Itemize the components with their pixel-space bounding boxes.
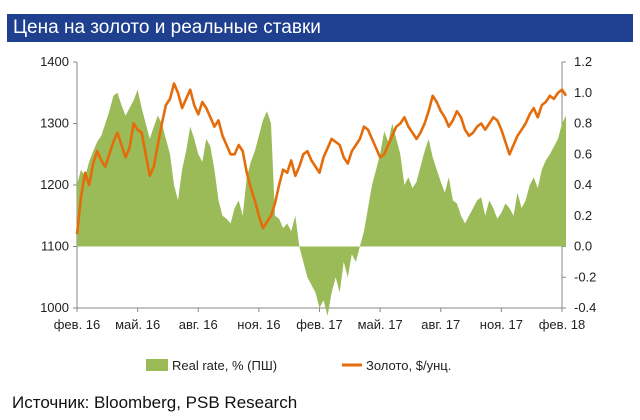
- y-right-tick-label: 0.0: [574, 239, 592, 254]
- y-left-tick-label: 1100: [41, 239, 69, 254]
- legend: Real rate, % (ПШ) Золото, $/унц.: [146, 358, 451, 373]
- legend-swatch-real-rate: [146, 359, 168, 371]
- x-tick-label: ноя. 17: [480, 317, 523, 332]
- x-tick-label: май. 17: [358, 317, 403, 332]
- x-tick-label: май. 16: [115, 317, 160, 332]
- source-note: Источник: Bloomberg, PSB Research: [12, 393, 298, 412]
- gold-line-layer: [75, 82, 568, 235]
- y-right-tick-label: 0.6: [574, 146, 592, 161]
- y-left-tick-label: 1400: [40, 54, 69, 69]
- y-left-tick-label: 1200: [40, 177, 69, 192]
- x-tick-label: ноя. 16: [237, 317, 280, 332]
- x-tick-label: авг. 17: [421, 317, 460, 332]
- y-left-tick-label: 1000: [40, 300, 69, 315]
- y-right-tick-label: -0.2: [574, 269, 596, 284]
- y-right-tick-label: 1.2: [574, 54, 592, 69]
- real-rate-area-layer: [77, 89, 566, 316]
- y-right-tick-label: -0.4: [574, 300, 596, 315]
- y-right-tick-label: 0.2: [574, 208, 592, 223]
- legend-label-real-rate: Real rate, % (ПШ): [172, 358, 277, 373]
- chart-title: Цена на золото и реальные ставки: [7, 14, 633, 42]
- x-tick-label: фев. 18: [539, 317, 586, 332]
- y-left-tick-label: 1300: [40, 116, 69, 131]
- legend-label-gold: Золото, $/унц.: [366, 358, 451, 373]
- x-tick-label: фев. 17: [296, 317, 343, 332]
- x-tick-label: фев. 16: [54, 317, 101, 332]
- y-right-tick-label: 0.4: [574, 177, 592, 192]
- y-right-tick-label: 1.0: [574, 85, 592, 100]
- x-tick-label: авг. 16: [179, 317, 218, 332]
- series-real-rate-area: [77, 89, 566, 316]
- series-gold-line: [75, 82, 568, 235]
- axis-labels-layer: 1000 1100 1200 1300 1400 -0.4 -0.2 0.0 0.2 0.4 0.6…: [40, 54, 596, 332]
- y-right-tick-label: 0.8: [574, 116, 592, 131]
